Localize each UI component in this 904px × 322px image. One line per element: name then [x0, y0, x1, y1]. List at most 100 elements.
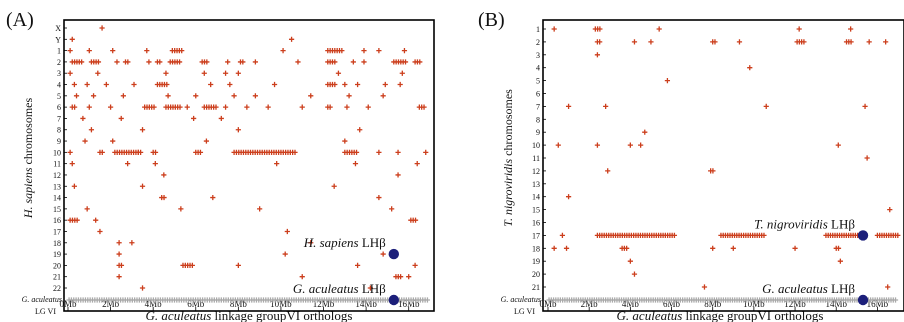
ortholog-hit-point: [642, 129, 648, 135]
ortholog-hit-point: [84, 206, 90, 212]
x-axis-title: G. aculeatus linkage groupVI orthologs: [146, 308, 353, 322]
ortholog-hit-point: [231, 93, 237, 99]
ortholog-hit-point: [342, 81, 348, 88]
ortholog-hit-point: [67, 48, 73, 54]
ortholog-hit-point: [701, 284, 708, 290]
y-tick-label: 14: [532, 193, 540, 202]
ortholog-hit-point: [163, 70, 169, 76]
ortholog-hit-point: [240, 59, 246, 65]
ortholog-hit-point: [402, 59, 409, 65]
ortholog-hit-point: [353, 149, 360, 155]
ortholog-hit-point: [125, 161, 131, 167]
y-tick-label: 16: [53, 216, 61, 225]
y-tick-label: 7: [536, 102, 540, 111]
ortholog-hit-point: [339, 48, 345, 54]
ortholog-hit-point: [631, 39, 638, 45]
ortholog-hit-point: [423, 149, 429, 155]
ortholog-hit-point: [355, 81, 361, 88]
ortholog-hit-point: [79, 59, 85, 65]
ortholog-hit-point: [284, 228, 290, 235]
ortholog-hit-point: [308, 93, 314, 99]
y-tick-label: 1: [57, 47, 61, 56]
ortholog-hit-point: [382, 81, 388, 88]
ortholog-hit-point: [555, 142, 561, 148]
x-tick-label: 6Mb: [187, 299, 205, 309]
y-tick-label: 6: [536, 90, 540, 99]
ortholog-hit-point: [883, 39, 889, 45]
ortholog-hit-point: [135, 149, 141, 155]
ortholog-hit-point: [594, 142, 601, 148]
ortholog-hit-point: [252, 93, 258, 99]
ortholog-hit-point: [835, 245, 842, 251]
y-tick-label: 16: [532, 219, 540, 228]
ortholog-hit-point: [335, 70, 342, 76]
panel-b-gene-markers: [857, 230, 869, 306]
ortholog-hit-point: [82, 138, 88, 144]
ortholog-hit-point: [412, 217, 419, 223]
x-tick-label: 0Mb: [539, 299, 557, 309]
ortholog-hit-point: [131, 81, 137, 88]
ortholog-hit-point: [346, 93, 352, 99]
y-axis-title: H. sapiens chromosomes: [21, 98, 35, 220]
ortholog-hit-point: [282, 251, 288, 257]
ortholog-hit-point: [395, 149, 401, 155]
ortholog-hit-point: [177, 104, 183, 110]
ortholog-hit-point: [201, 70, 207, 76]
reference-label-group: LG VI: [35, 307, 56, 316]
ortholog-hit-point: [332, 59, 338, 65]
ortholog-hit-point: [380, 251, 386, 257]
ortholog-hit-point: [107, 104, 114, 110]
ortholog-hit-point: [116, 274, 122, 280]
lhb-species: G. aculeatus: [293, 281, 359, 296]
x-tick-label: 6Mb: [663, 299, 681, 309]
ortholog-hit-point: [417, 59, 423, 65]
ortholog-hit-point: [252, 59, 258, 65]
ortholog-hit-point: [395, 172, 401, 178]
ortholog-hit-point: [71, 183, 77, 189]
panel-a-gene-markers: [388, 248, 399, 306]
ortholog-hit-point: [350, 59, 356, 65]
ortholog-hit-point: [631, 271, 638, 277]
panel-a-letter: (A): [6, 9, 34, 31]
ortholog-hit-point: [88, 127, 95, 133]
lhb-suffix: LHβ: [828, 281, 856, 296]
ortholog-hit-point: [125, 59, 131, 65]
ortholog-hit-point: [227, 81, 233, 88]
ortholog-hit-point: [189, 262, 195, 268]
ortholog-hit-point: [110, 48, 116, 54]
ortholog-hit-point: [412, 262, 418, 268]
y-tick-label: 1: [536, 25, 540, 34]
ortholog-hit-point: [164, 81, 170, 88]
ortholog-hit-point: [367, 285, 373, 291]
ortholog-hit-point: [84, 81, 90, 88]
lhb-suffix: LHβ: [359, 281, 387, 296]
ortholog-hit-point: [763, 103, 769, 109]
ortholog-hit-point: [664, 78, 671, 84]
ortholog-hit-point: [801, 39, 807, 45]
ortholog-hit-point: [280, 48, 286, 54]
ortholog-hit-point: [178, 206, 184, 212]
ortholog-hit-point: [365, 104, 371, 110]
y-tick-label: 13: [532, 180, 540, 189]
ortholog-hit-point: [152, 149, 159, 155]
ortholog-hit-point: [86, 48, 92, 54]
ortholog-hit-point: [648, 39, 654, 45]
ortholog-hit-point: [165, 93, 171, 99]
ortholog-hit-point: [67, 70, 73, 76]
x-tick-label: 0Mb: [59, 299, 77, 309]
y-tick-label: 15: [532, 206, 540, 215]
ortholog-hit-point: [80, 115, 86, 122]
ortholog-hit-point: [71, 81, 77, 88]
y-axis-title: T. nigroviridis chromosomes: [501, 89, 515, 227]
ortholog-hit-point: [222, 104, 229, 110]
lhb-gene-label: G. aculeatus LHβ: [762, 281, 855, 296]
y-tick-label: 17: [53, 227, 61, 236]
lhb-suffix: LHβ: [828, 216, 856, 231]
ortholog-hit-point: [761, 232, 767, 238]
y-tick-label: 20: [53, 261, 61, 270]
ortholog-hit-point: [299, 104, 305, 110]
x-axis-title: G. aculeatus linkage groupVI orthologs: [617, 308, 824, 322]
y-tick-label: X: [55, 24, 61, 33]
ortholog-hit-point: [710, 245, 716, 251]
x-tick-label: 12Mb: [313, 299, 335, 309]
